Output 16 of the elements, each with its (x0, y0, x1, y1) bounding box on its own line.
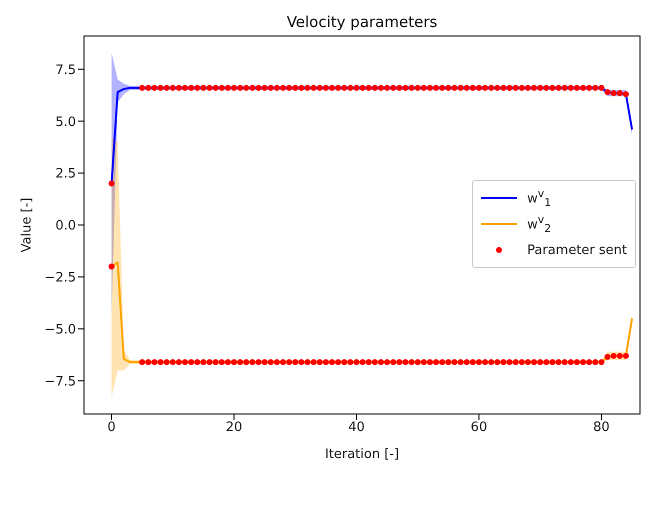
legend-label: Parameter sent (527, 242, 627, 258)
y-tick-label: −5.0 (44, 322, 76, 338)
y-tick-label: 2.5 (55, 166, 76, 182)
y-axis-title: Value [-] (20, 198, 35, 252)
x-axis-title: Iteration [-] (324, 447, 400, 462)
chart-title: Velocity parameters (286, 13, 438, 31)
y-tick-label: 7.5 (55, 62, 76, 78)
y-tick-label: −2.5 (44, 270, 76, 286)
x-tick-label: 60 (470, 420, 488, 436)
x-tick-label: 80 (593, 420, 610, 436)
y-tick-label: −7.5 (44, 374, 76, 390)
y-tick-label: 5.0 (55, 114, 76, 130)
x-tick-label: 20 (226, 420, 242, 436)
x-tick-label: 40 (348, 420, 365, 436)
y-tick-label: 0.0 (55, 218, 76, 234)
x-tick-label: 0 (107, 420, 116, 436)
